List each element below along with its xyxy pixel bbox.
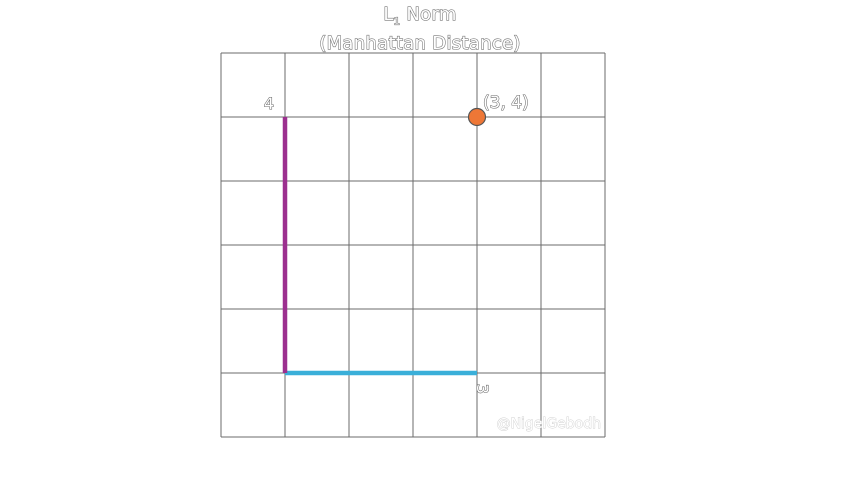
title-suffix: Norm — [400, 3, 457, 25]
title-subtitle: (Manhattan Distance) — [319, 32, 521, 54]
grid-lines — [220, 52, 606, 438]
horizontal-length-label: 3 — [473, 384, 492, 394]
title-main: L — [383, 3, 394, 25]
point-marker — [467, 107, 487, 127]
vertical-length-label: 4 — [264, 94, 274, 113]
diagram-title: L1 Norm (Manhattan Distance) — [0, 3, 840, 54]
title-subscript: 1 — [393, 16, 401, 28]
point-label: (3, 4) — [483, 93, 529, 113]
watermark: @NigelGebodh — [497, 416, 601, 432]
title-line-1: L1 Norm — [0, 3, 840, 33]
